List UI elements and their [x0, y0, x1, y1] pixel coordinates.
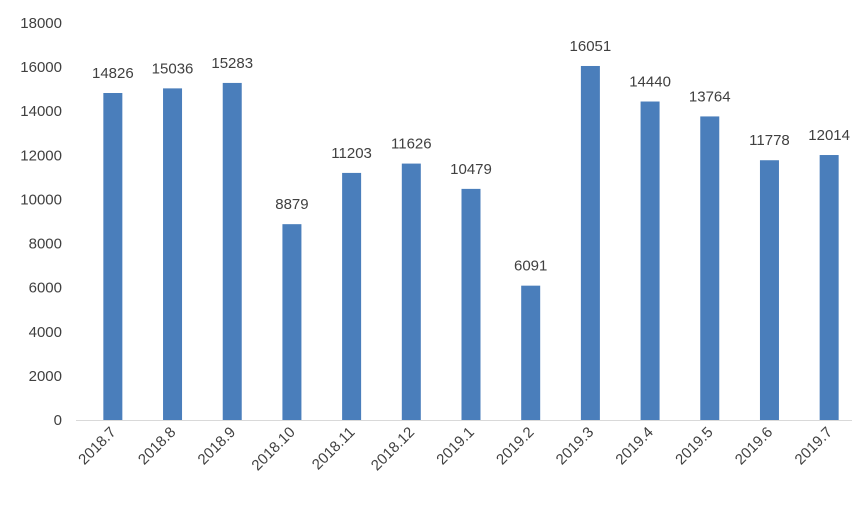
bar	[222, 82, 242, 421]
bar	[401, 163, 421, 421]
x-tick-label: 2019.7	[792, 424, 836, 468]
data-label: 15036	[152, 60, 194, 77]
y-tick-label: 4000	[29, 324, 62, 341]
x-tick-label: 2019.6	[732, 424, 776, 468]
data-label: 10479	[450, 161, 492, 178]
data-label: 16051	[570, 38, 612, 55]
data-label: 13764	[689, 88, 731, 105]
data-label: 14440	[629, 74, 671, 91]
x-tick-label: 2018.10	[248, 424, 298, 474]
bar	[342, 172, 362, 420]
bar	[103, 93, 123, 420]
x-tick-label: 2019.4	[612, 424, 656, 468]
data-label: 6091	[514, 258, 547, 275]
y-tick-label: 8000	[29, 236, 62, 253]
y-axis-ticks: 0 2000 4000 6000 8000 10000 12000 14000 16000 180…	[20, 15, 62, 429]
bars-group	[103, 65, 839, 421]
data-label: 8879	[275, 196, 308, 213]
x-axis-labels: 2018.7 2018.8 2018.9 2018.10 2018.11 2018.12 2…	[75, 424, 836, 474]
y-tick-label: 18000	[20, 15, 62, 32]
data-label: 11203	[331, 145, 372, 162]
x-tick-label: 2018.12	[368, 424, 418, 474]
data-label: 12014	[808, 127, 850, 144]
bar	[521, 285, 541, 420]
bar	[461, 188, 481, 420]
x-tick-label: 2019.5	[672, 424, 716, 468]
bar	[759, 160, 779, 420]
bar	[700, 116, 720, 420]
x-tick-label: 2019.2	[493, 424, 537, 468]
y-tick-label: 14000	[20, 103, 62, 120]
data-labels-group: 14826 15036 15283 8879 11203 11626 10479 6091 16…	[92, 38, 850, 275]
y-tick-label: 6000	[29, 280, 62, 297]
bar	[580, 65, 600, 421]
x-tick-label: 2018.8	[135, 424, 179, 468]
x-tick-label: 2018.11	[309, 424, 359, 474]
bar	[282, 224, 302, 420]
bar	[640, 101, 660, 421]
y-tick-label: 10000	[20, 191, 62, 208]
data-label: 11778	[749, 132, 790, 149]
y-tick-label: 16000	[20, 59, 62, 76]
data-label: 14826	[92, 65, 134, 82]
y-tick-label: 0	[54, 412, 62, 429]
x-tick-label: 2019.1	[433, 424, 477, 468]
x-tick-label: 2018.9	[195, 424, 239, 468]
x-tick-label: 2019.3	[553, 424, 597, 468]
x-tick-label: 2018.7	[75, 424, 119, 468]
y-tick-label: 12000	[20, 147, 62, 164]
bar	[163, 88, 183, 420]
y-tick-label: 2000	[29, 368, 62, 385]
data-label: 11626	[391, 136, 432, 153]
bar	[819, 155, 839, 421]
data-label: 15283	[211, 55, 253, 72]
